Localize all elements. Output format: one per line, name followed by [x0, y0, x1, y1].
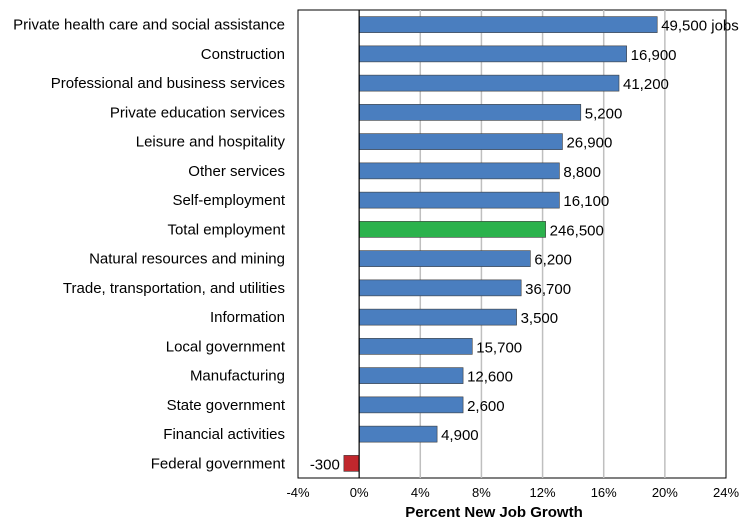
bar	[358, 74, 620, 92]
category-label: Other services	[188, 163, 285, 180]
bar	[358, 308, 517, 326]
category-label: Federal government	[151, 455, 286, 472]
bar	[358, 279, 522, 297]
category-label: Total employment	[167, 221, 285, 238]
data-label: 12,600	[467, 369, 513, 386]
data-label: 3,500	[521, 310, 559, 327]
category-label: Leisure and hospitality	[136, 134, 286, 151]
bar	[358, 162, 560, 180]
category-label: Professional and business services	[51, 75, 285, 92]
x-tick-label: -4%	[286, 485, 310, 500]
category-labels: Private health care and social assistanc…	[13, 17, 286, 473]
bar	[358, 16, 658, 33]
x-tick-label: 24%	[713, 485, 739, 500]
data-label: 49,500 jobs	[661, 18, 739, 35]
data-label: 6,200	[534, 252, 572, 269]
category-label: Construction	[201, 46, 285, 63]
bar	[358, 396, 464, 414]
data-label: 8,800	[563, 164, 601, 181]
bar	[358, 221, 546, 238]
category-label: Financial activities	[163, 426, 285, 443]
data-label: 16,100	[563, 193, 609, 210]
data-label: 246,500	[550, 222, 604, 239]
data-label: 36,700	[525, 281, 571, 298]
x-tick-label: 20%	[652, 485, 678, 500]
x-tick-label: 4%	[411, 485, 430, 500]
x-axis-title: Percent New Job Growth	[405, 504, 583, 521]
data-label: 4,900	[441, 427, 479, 444]
x-tick-label: 16%	[591, 485, 617, 500]
data-label: 5,200	[585, 105, 623, 122]
bar	[358, 338, 473, 355]
x-tick-label: 8%	[472, 485, 491, 500]
data-label: 16,900	[631, 47, 677, 64]
data-label: 41,200	[623, 76, 669, 93]
bar	[358, 191, 560, 209]
x-tick-label: 0%	[350, 485, 369, 500]
bar	[358, 425, 438, 443]
data-label: 15,700	[476, 339, 522, 356]
data-label: -300	[310, 456, 340, 473]
bar	[358, 133, 563, 150]
category-label: Private health care and social assistanc…	[13, 17, 285, 34]
bar	[358, 45, 627, 63]
category-label: Trade, transportation, and utilities	[63, 280, 285, 297]
category-label: Local government	[166, 338, 286, 355]
data-label: 2,600	[467, 398, 505, 415]
category-label: Information	[210, 309, 285, 326]
category-label: Private education services	[110, 104, 285, 121]
bar	[358, 250, 531, 267]
category-label: State government	[167, 397, 286, 414]
bar	[343, 455, 360, 472]
x-tick-labels: -4% 0% 4% 8% 12% 16% 20% 24%	[286, 485, 739, 500]
category-label: Self-employment	[172, 192, 285, 209]
bar	[358, 104, 582, 121]
data-label: 26,900	[566, 135, 612, 152]
category-label: Manufacturing	[190, 368, 285, 385]
category-label: Natural resources and mining	[89, 251, 285, 268]
bars	[343, 16, 658, 472]
x-tick-label: 12%	[530, 485, 556, 500]
bar	[358, 367, 464, 384]
